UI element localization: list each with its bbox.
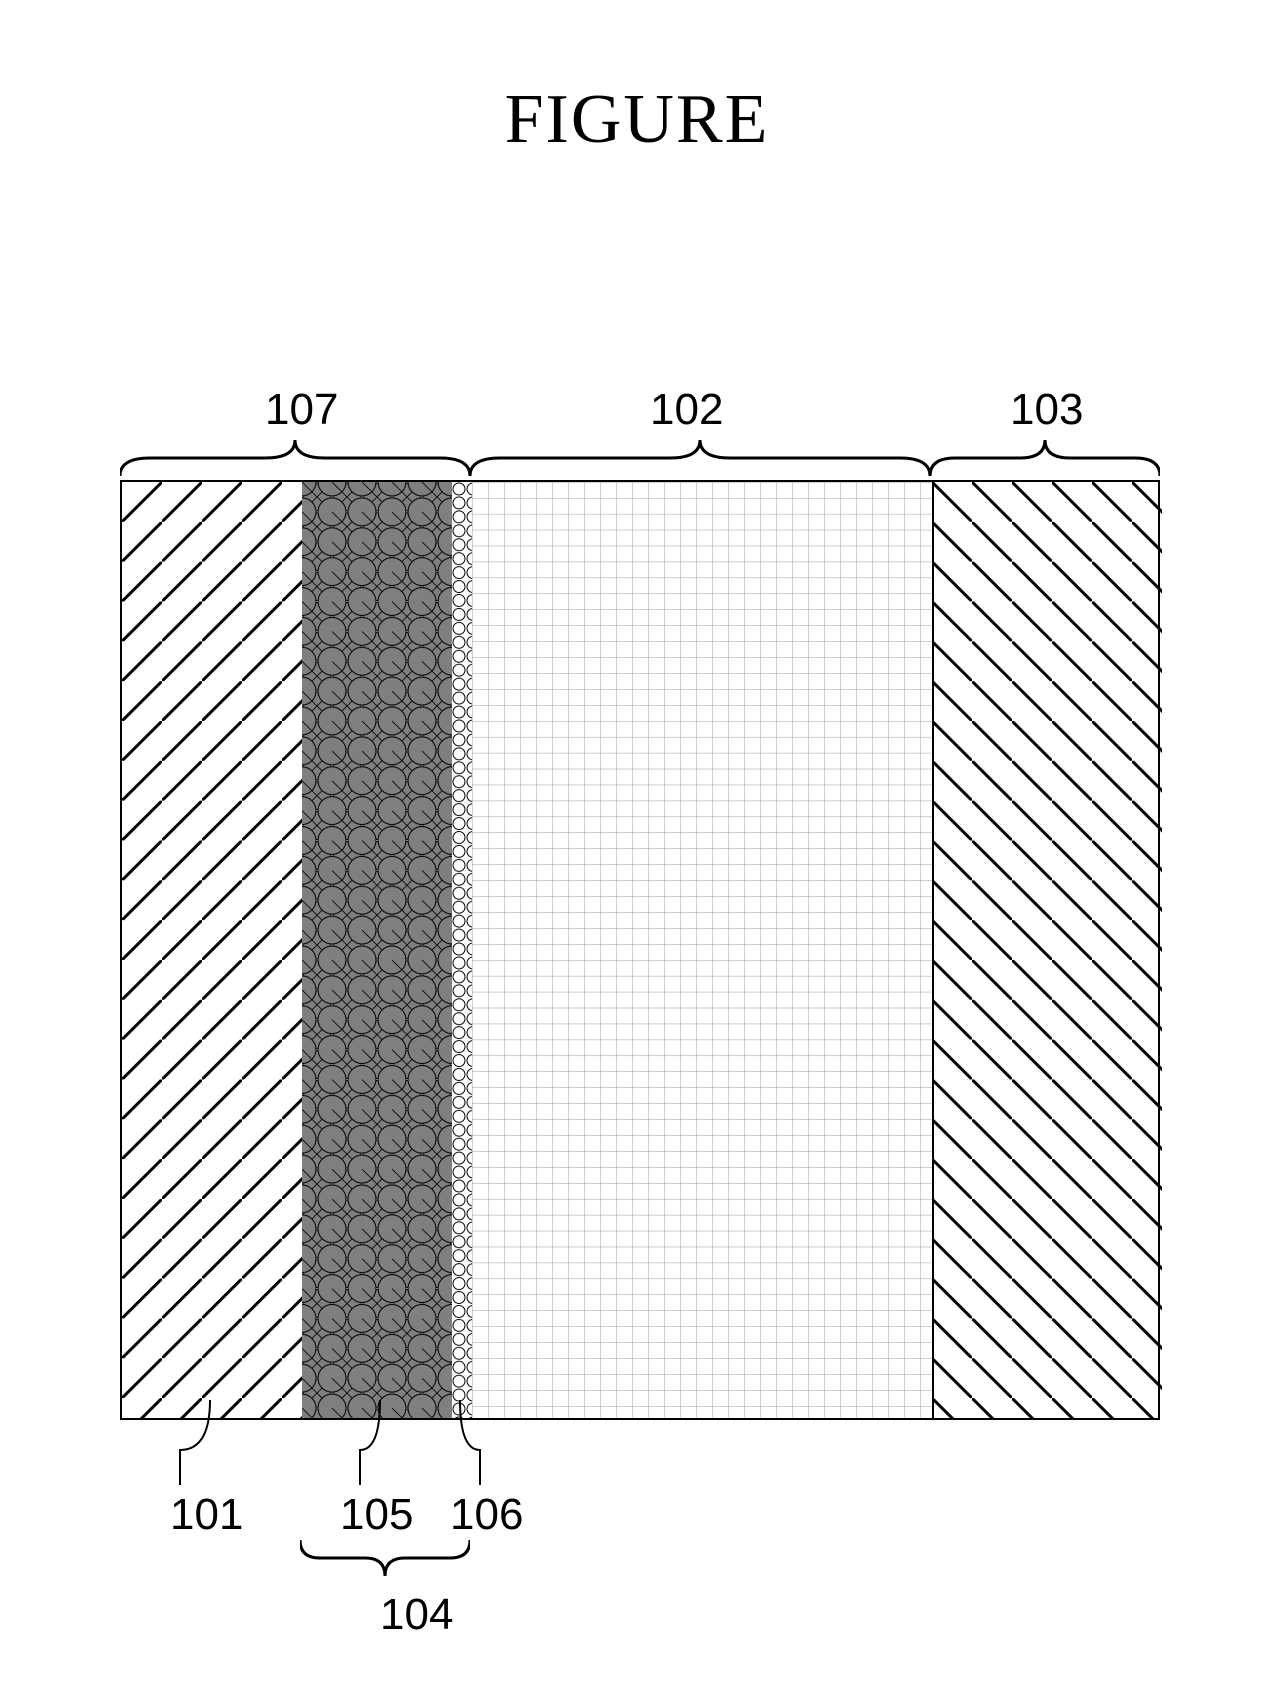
- brace-103: [930, 440, 1160, 476]
- figure-title: FIGURE: [0, 80, 1274, 160]
- layer-103: [932, 482, 1162, 1418]
- label-107: 107: [265, 385, 338, 435]
- label-104: 104: [380, 1590, 453, 1640]
- leader-105: [355, 1400, 395, 1490]
- leader-106: [455, 1400, 495, 1490]
- brace-104: [300, 1540, 470, 1576]
- layer-106: [452, 482, 472, 1418]
- page: FIGURE 107 102 103: [0, 0, 1274, 1689]
- layer-101: [122, 482, 302, 1418]
- brace-107: [120, 440, 470, 476]
- brace-102: [470, 440, 930, 476]
- leader-101: [170, 1400, 220, 1490]
- label-105: 105: [340, 1490, 413, 1540]
- layer-102: [472, 482, 932, 1418]
- layer-105: [302, 482, 452, 1418]
- label-106: 106: [450, 1490, 523, 1540]
- label-101: 101: [170, 1490, 243, 1540]
- label-102: 102: [650, 385, 723, 435]
- diagram-box: [120, 480, 1160, 1420]
- label-103: 103: [1010, 385, 1083, 435]
